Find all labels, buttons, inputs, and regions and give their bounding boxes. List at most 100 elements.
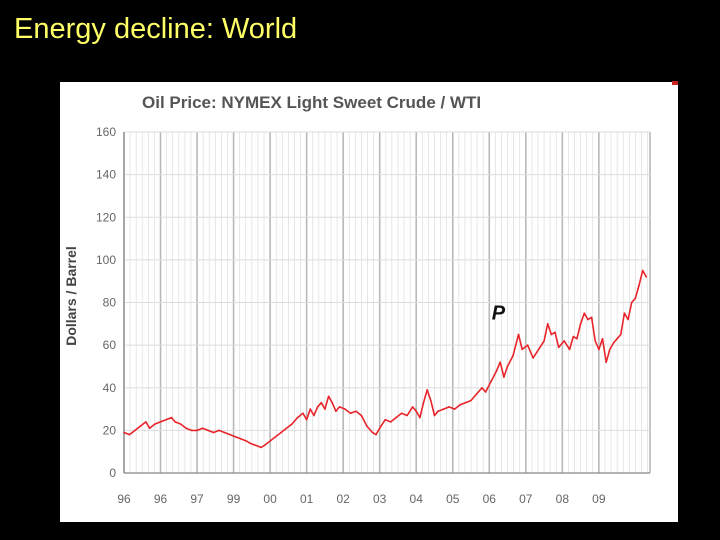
price-point bbox=[563, 340, 565, 342]
price-point bbox=[503, 376, 505, 378]
price-point bbox=[335, 410, 337, 413]
x-tick-label: 99 bbox=[227, 492, 241, 506]
y-tick-label: 20 bbox=[103, 423, 117, 437]
price-point bbox=[223, 431, 226, 434]
price-point bbox=[490, 380, 492, 383]
chart-panel bbox=[60, 82, 678, 522]
price-point bbox=[229, 433, 231, 436]
x-tick-label: 06 bbox=[483, 492, 497, 506]
price-point bbox=[517, 333, 520, 336]
price-point bbox=[302, 412, 304, 415]
price-series bbox=[123, 269, 648, 449]
price-point bbox=[422, 401, 425, 404]
price-point bbox=[406, 414, 408, 417]
price-point bbox=[331, 401, 334, 404]
price-point bbox=[512, 355, 514, 357]
price-point bbox=[470, 399, 472, 402]
x-tick-label: 00 bbox=[263, 492, 277, 506]
price-point bbox=[630, 301, 633, 304]
price-point bbox=[557, 346, 560, 349]
price-point bbox=[415, 410, 418, 413]
price-point bbox=[280, 431, 282, 434]
y-tick-label: 60 bbox=[103, 338, 117, 352]
price-point bbox=[165, 418, 167, 421]
price-point bbox=[590, 316, 593, 319]
price-point bbox=[296, 416, 299, 419]
x-tick-label: 08 bbox=[556, 492, 570, 506]
price-point bbox=[609, 348, 611, 351]
price-point bbox=[123, 431, 125, 434]
price-point bbox=[366, 425, 368, 427]
price-point bbox=[430, 399, 432, 402]
price-point bbox=[212, 431, 215, 434]
price-point bbox=[579, 323, 582, 325]
price-point bbox=[174, 421, 176, 423]
price-point bbox=[484, 391, 487, 393]
price-point bbox=[634, 297, 637, 299]
price-point bbox=[389, 421, 392, 423]
price-point bbox=[249, 442, 251, 445]
price-point bbox=[145, 421, 147, 423]
oil-price-chart: 0 20 40 60 80 100 120 140 160 96 96 97 99 00 01 02 03 04… bbox=[63, 93, 651, 506]
price-point bbox=[442, 408, 445, 410]
price-point bbox=[645, 276, 648, 278]
x-tick-label: 03 bbox=[373, 492, 387, 506]
price-point bbox=[612, 342, 615, 344]
price-point bbox=[526, 344, 529, 346]
x-tick-label: 05 bbox=[446, 492, 460, 506]
y-tick-label: 80 bbox=[103, 296, 117, 310]
price-point bbox=[499, 361, 502, 364]
price-point bbox=[464, 401, 467, 404]
price-point bbox=[291, 423, 293, 425]
price-point bbox=[641, 269, 644, 272]
price-point bbox=[546, 323, 549, 325]
price-point bbox=[572, 335, 575, 338]
price-point bbox=[543, 340, 545, 342]
price-point bbox=[620, 333, 622, 336]
price-point bbox=[355, 410, 357, 413]
price-point bbox=[154, 423, 156, 425]
price-point bbox=[263, 444, 266, 447]
price-point bbox=[196, 429, 198, 432]
price-point bbox=[324, 408, 326, 410]
price-point bbox=[537, 348, 540, 351]
price-point bbox=[218, 429, 220, 432]
price-point bbox=[623, 312, 626, 314]
x-tick-label: 02 bbox=[336, 492, 350, 506]
price-point bbox=[190, 429, 193, 432]
y-tick-label: 0 bbox=[109, 466, 116, 480]
price-point bbox=[594, 340, 596, 342]
x-tick-label: 07 bbox=[519, 492, 533, 506]
x-tick-label: 96 bbox=[154, 492, 168, 506]
price-point bbox=[327, 395, 330, 398]
x-tick-label: 96 bbox=[117, 492, 131, 506]
price-point bbox=[207, 429, 209, 432]
annotation-p: P bbox=[492, 303, 506, 325]
price-point bbox=[583, 312, 586, 314]
price-point bbox=[481, 387, 483, 389]
price-point bbox=[305, 418, 308, 421]
price-point bbox=[159, 421, 162, 423]
price-point bbox=[587, 318, 589, 321]
price-point bbox=[521, 348, 523, 351]
price-point bbox=[532, 357, 534, 359]
price-point bbox=[316, 406, 319, 408]
price-point bbox=[433, 414, 436, 417]
price-point bbox=[274, 436, 277, 438]
price-point bbox=[605, 361, 607, 364]
price-point bbox=[254, 444, 257, 447]
price-point bbox=[601, 337, 604, 340]
price-point bbox=[616, 337, 618, 340]
price-point bbox=[269, 440, 271, 442]
y-ticks: 0 20 40 60 80 100 120 140 160 bbox=[96, 125, 116, 480]
y-tick-label: 140 bbox=[96, 168, 116, 182]
price-point bbox=[185, 427, 187, 430]
price-point bbox=[395, 416, 397, 419]
price-point bbox=[453, 408, 456, 410]
price-point bbox=[598, 348, 600, 351]
price-point bbox=[378, 427, 381, 430]
price-point bbox=[260, 446, 262, 449]
price-point bbox=[411, 406, 414, 408]
y-tick-label: 160 bbox=[96, 125, 116, 139]
price-point bbox=[148, 427, 151, 430]
